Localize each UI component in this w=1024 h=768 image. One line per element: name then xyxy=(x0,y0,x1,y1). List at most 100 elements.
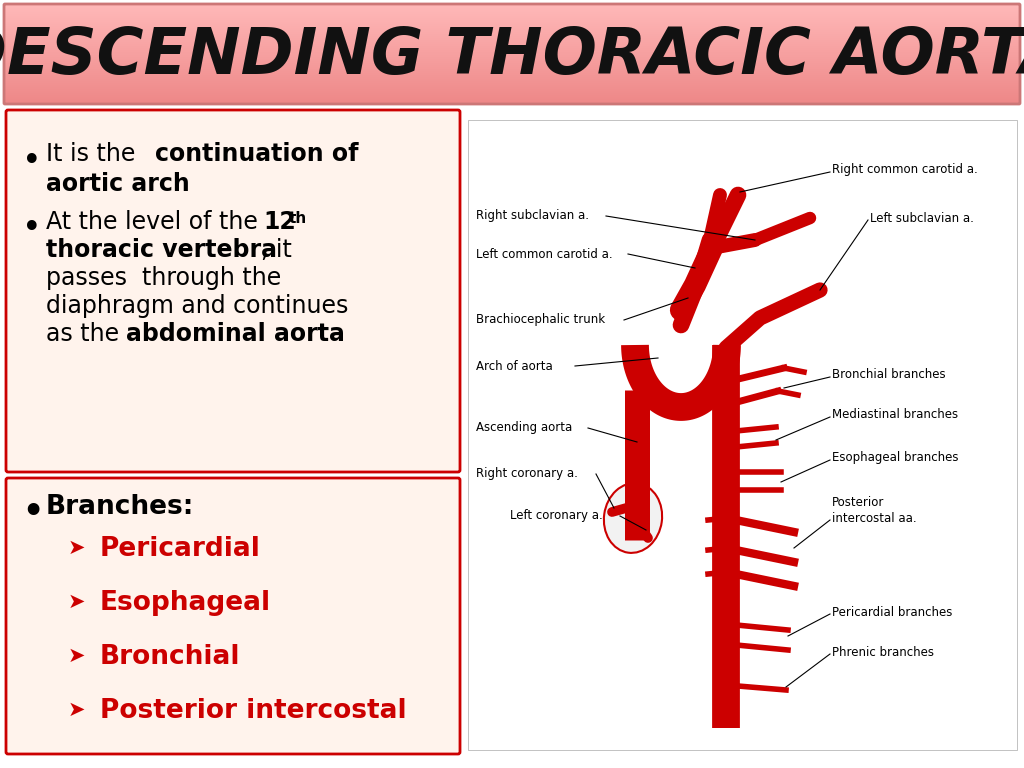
Bar xyxy=(5,92,1019,93)
Text: It is the: It is the xyxy=(46,142,143,166)
Text: Posterior intercostal: Posterior intercostal xyxy=(100,698,407,724)
Bar xyxy=(5,48,1019,49)
Bar xyxy=(5,18,1019,20)
Text: Phrenic branches: Phrenic branches xyxy=(831,645,934,658)
Bar xyxy=(5,88,1019,89)
Bar xyxy=(5,99,1019,100)
Bar xyxy=(5,58,1019,59)
Bar xyxy=(5,40,1019,41)
Bar xyxy=(5,50,1019,51)
Bar xyxy=(5,32,1019,34)
Text: Arch of aorta: Arch of aorta xyxy=(476,359,553,372)
Bar xyxy=(5,97,1019,98)
Text: as the: as the xyxy=(46,322,127,346)
Bar xyxy=(5,98,1019,99)
Bar xyxy=(5,31,1019,32)
Bar xyxy=(5,93,1019,94)
Bar xyxy=(5,29,1019,31)
Bar xyxy=(5,64,1019,65)
Bar xyxy=(5,61,1019,62)
Bar xyxy=(5,74,1019,75)
Bar xyxy=(5,57,1019,58)
Bar xyxy=(5,11,1019,12)
Bar xyxy=(5,46,1019,47)
Text: Posterior: Posterior xyxy=(831,495,885,508)
Bar xyxy=(5,9,1019,10)
Bar xyxy=(5,82,1019,84)
Bar xyxy=(5,59,1019,60)
Text: abdominal aorta: abdominal aorta xyxy=(126,322,345,346)
Text: Esophageal: Esophageal xyxy=(100,590,271,616)
Bar xyxy=(5,102,1019,103)
Text: •: • xyxy=(22,145,42,178)
Bar xyxy=(5,73,1019,74)
Bar xyxy=(5,81,1019,82)
Bar xyxy=(5,70,1019,71)
Bar xyxy=(5,63,1019,64)
Bar xyxy=(5,52,1019,53)
FancyBboxPatch shape xyxy=(6,478,460,754)
Text: ➤: ➤ xyxy=(68,538,85,558)
Bar xyxy=(5,41,1019,42)
Text: intercostal aa.: intercostal aa. xyxy=(831,511,916,525)
Text: Right coronary a.: Right coronary a. xyxy=(476,468,578,481)
Bar xyxy=(5,79,1019,81)
Text: Branches:: Branches: xyxy=(46,494,195,520)
Bar xyxy=(5,94,1019,95)
Bar xyxy=(5,36,1019,38)
Text: thoracic vertebra: thoracic vertebra xyxy=(46,238,278,262)
Bar xyxy=(5,28,1019,29)
Text: 12: 12 xyxy=(263,210,296,234)
Bar xyxy=(5,14,1019,15)
Bar xyxy=(5,21,1019,22)
Bar xyxy=(5,75,1019,77)
Text: Pericardial branches: Pericardial branches xyxy=(831,605,952,618)
Bar xyxy=(5,62,1019,63)
Text: Esophageal branches: Esophageal branches xyxy=(831,452,958,465)
Bar xyxy=(5,42,1019,43)
Bar xyxy=(5,55,1019,56)
Text: ➤: ➤ xyxy=(68,700,85,720)
Text: Bronchial: Bronchial xyxy=(100,644,241,670)
Text: ➤: ➤ xyxy=(68,646,85,666)
Bar xyxy=(5,17,1019,18)
Text: Left subclavian a.: Left subclavian a. xyxy=(870,211,974,224)
Bar xyxy=(5,47,1019,48)
Bar xyxy=(468,120,1017,750)
Text: At the level of the: At the level of the xyxy=(46,210,265,234)
Text: continuation of: continuation of xyxy=(155,142,358,166)
Bar xyxy=(5,38,1019,39)
Bar xyxy=(5,67,1019,68)
Bar xyxy=(5,85,1019,86)
Bar xyxy=(5,15,1019,16)
Bar xyxy=(5,91,1019,92)
Bar xyxy=(5,12,1019,13)
Bar xyxy=(5,5,1019,6)
Text: ➤: ➤ xyxy=(68,592,85,612)
Bar xyxy=(5,66,1019,67)
Text: DESCENDING THORACIC AORTA: DESCENDING THORACIC AORTA xyxy=(0,25,1024,87)
Bar xyxy=(5,89,1019,91)
Bar xyxy=(5,25,1019,27)
Text: th: th xyxy=(289,211,307,226)
Bar xyxy=(5,84,1019,85)
Bar xyxy=(5,68,1019,70)
Bar xyxy=(5,16,1019,17)
Ellipse shape xyxy=(604,483,663,553)
Text: Bronchial branches: Bronchial branches xyxy=(831,369,945,382)
Text: Right common carotid a.: Right common carotid a. xyxy=(831,164,978,177)
Bar xyxy=(5,86,1019,88)
Bar xyxy=(5,13,1019,14)
Bar xyxy=(5,8,1019,9)
Text: Ascending aorta: Ascending aorta xyxy=(476,422,572,435)
Bar xyxy=(5,53,1019,54)
Bar xyxy=(5,27,1019,28)
Bar xyxy=(5,78,1019,80)
Text: Brachiocephalic trunk: Brachiocephalic trunk xyxy=(476,313,605,326)
Bar xyxy=(5,100,1019,101)
FancyBboxPatch shape xyxy=(6,110,460,472)
Bar xyxy=(5,24,1019,25)
Bar xyxy=(5,96,1019,97)
Bar xyxy=(5,71,1019,73)
Text: Left common carotid a.: Left common carotid a. xyxy=(476,247,612,260)
